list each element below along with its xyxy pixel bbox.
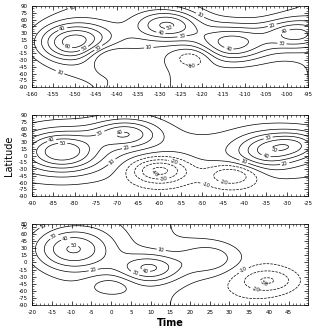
Text: 20: 20	[281, 161, 288, 167]
Text: 50: 50	[71, 243, 77, 248]
Text: 50: 50	[270, 147, 278, 154]
Text: 20: 20	[90, 267, 97, 273]
Text: -10: -10	[201, 181, 210, 189]
Text: 10: 10	[39, 222, 47, 229]
Text: -20: -20	[251, 286, 260, 293]
Text: 40: 40	[142, 268, 149, 274]
Text: 10: 10	[56, 69, 64, 76]
Text: -20: -20	[170, 158, 179, 165]
Y-axis label: Latitude: Latitude	[4, 135, 14, 176]
Text: -20: -20	[219, 179, 228, 186]
Text: 30: 30	[131, 270, 139, 277]
Text: -30: -30	[260, 279, 269, 287]
Text: -40: -40	[150, 169, 159, 178]
Text: 40: 40	[116, 129, 123, 136]
Text: 30: 30	[50, 233, 58, 240]
Text: 30: 30	[279, 41, 285, 46]
Text: 40: 40	[59, 26, 67, 32]
Text: 40: 40	[225, 45, 232, 52]
Text: 10: 10	[146, 45, 152, 50]
Text: 40: 40	[62, 235, 69, 242]
Text: 50: 50	[166, 25, 173, 32]
Text: 30: 30	[264, 135, 272, 141]
Text: 30: 30	[179, 34, 185, 39]
Text: 10: 10	[68, 4, 76, 11]
Text: 10: 10	[240, 158, 248, 165]
Text: 40: 40	[157, 30, 164, 36]
Text: 50: 50	[80, 45, 88, 52]
Text: -10: -10	[239, 266, 249, 274]
Text: -10: -10	[188, 63, 196, 69]
Text: 30: 30	[96, 129, 104, 137]
Text: 40: 40	[262, 153, 269, 159]
Text: 10: 10	[158, 247, 165, 253]
Text: 20: 20	[268, 22, 276, 29]
Text: 50: 50	[60, 140, 66, 145]
Text: 10: 10	[196, 12, 204, 19]
Text: 10: 10	[108, 158, 116, 166]
Text: 40: 40	[281, 28, 289, 35]
Text: -30: -30	[160, 176, 168, 182]
Text: 40: 40	[48, 137, 55, 143]
Text: 30: 30	[94, 44, 102, 51]
Text: 20: 20	[123, 145, 130, 151]
X-axis label: Time: Time	[157, 318, 184, 328]
Text: 60: 60	[64, 43, 71, 50]
